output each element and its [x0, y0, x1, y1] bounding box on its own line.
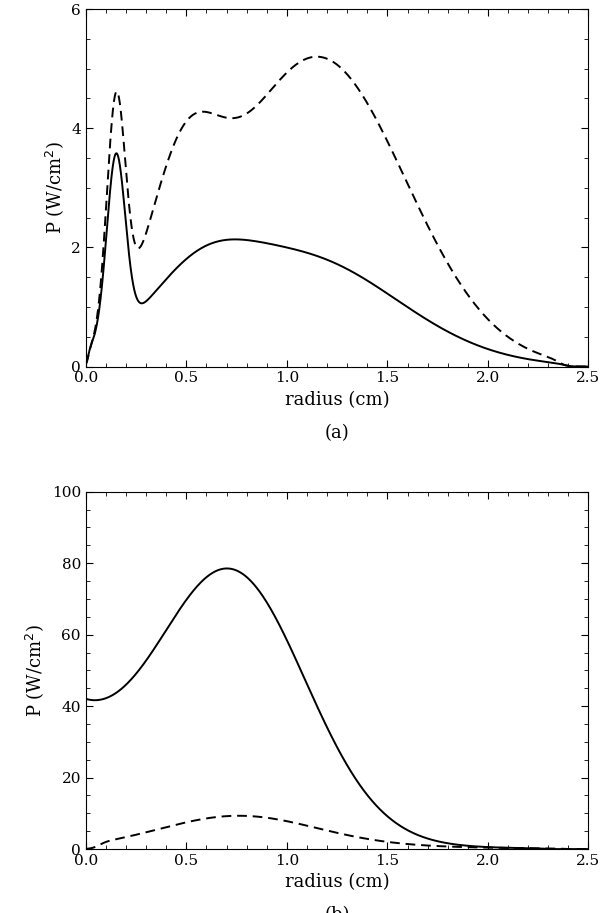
X-axis label: radius (cm): radius (cm)	[285, 391, 389, 409]
Text: (b): (b)	[324, 907, 350, 913]
X-axis label: radius (cm): radius (cm)	[285, 874, 389, 891]
Y-axis label: P (W/cm$^2$): P (W/cm$^2$)	[43, 142, 66, 235]
Y-axis label: P (W/cm$^2$): P (W/cm$^2$)	[23, 624, 46, 717]
Text: (a): (a)	[325, 424, 349, 442]
